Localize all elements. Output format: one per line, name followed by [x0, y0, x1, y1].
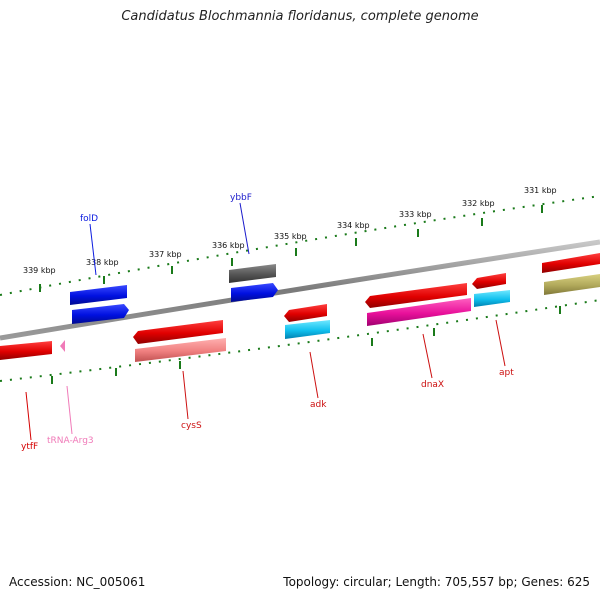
gene-feature[interactable] — [542, 253, 600, 273]
gene-feature[interactable] — [135, 338, 226, 362]
gene-label-adk[interactable]: adk — [310, 400, 327, 410]
gene-label-dnaX[interactable]: dnaX — [421, 380, 444, 390]
gene-feature[interactable] — [72, 304, 129, 324]
gene-feature[interactable] — [60, 340, 65, 352]
gene-label-ybbF[interactable]: ybbF — [230, 193, 252, 203]
genome-summary-text: Topology: circular; Length: 705,557 bp; … — [283, 575, 590, 589]
gene-feature[interactable] — [284, 304, 327, 322]
kbp-label-337: 337 kbp — [149, 250, 182, 259]
gene-feature[interactable] — [133, 320, 223, 344]
gene-feature[interactable] — [365, 283, 467, 308]
gene-feature[interactable] — [70, 285, 127, 305]
gene-feature[interactable] — [285, 320, 330, 339]
kbp-label-339: 339 kbp — [23, 266, 56, 275]
gene-feature[interactable] — [367, 298, 471, 326]
kbp-label-333: 333 kbp — [399, 210, 432, 219]
genome-backbone — [0, 239, 600, 341]
gene-label-apt[interactable]: apt — [499, 368, 514, 378]
gene-feature[interactable] — [472, 273, 506, 289]
gene-label-tRNA-Arg3[interactable]: tRNA-Arg3 — [47, 436, 94, 446]
gene-label-ytfF[interactable]: ytfF — [21, 442, 38, 452]
forward-strand-genes — [70, 253, 600, 324]
gene-feature[interactable] — [474, 290, 510, 307]
kbp-label-331: 331 kbp — [524, 186, 557, 195]
gene-label-cysS[interactable]: cysS — [181, 421, 202, 431]
kbp-label-335: 335 kbp — [274, 232, 307, 241]
reverse-scale-track — [0, 299, 600, 382]
gene-feature[interactable] — [229, 264, 276, 283]
kbp-label-334: 334 kbp — [337, 221, 370, 230]
accession-text: Accession: NC_005061 — [9, 575, 146, 589]
gene-feature[interactable] — [544, 274, 600, 295]
kbp-label-336: 336 kbp — [212, 241, 245, 250]
major-ticks — [39, 205, 561, 384]
reverse-strand-genes — [0, 273, 510, 362]
map-title: Candidatus Blochmannia floridanus, compl… — [121, 9, 479, 24]
kbp-label-332: 332 kbp — [462, 199, 495, 208]
gene-feature[interactable] — [0, 341, 52, 360]
label-leaders — [25, 202, 506, 441]
forward-scale-track — [0, 195, 600, 296]
kbp-label-338: 338 kbp — [86, 258, 119, 267]
gene-label-folD[interactable]: folD — [80, 214, 98, 224]
gene-feature[interactable] — [231, 283, 278, 302]
